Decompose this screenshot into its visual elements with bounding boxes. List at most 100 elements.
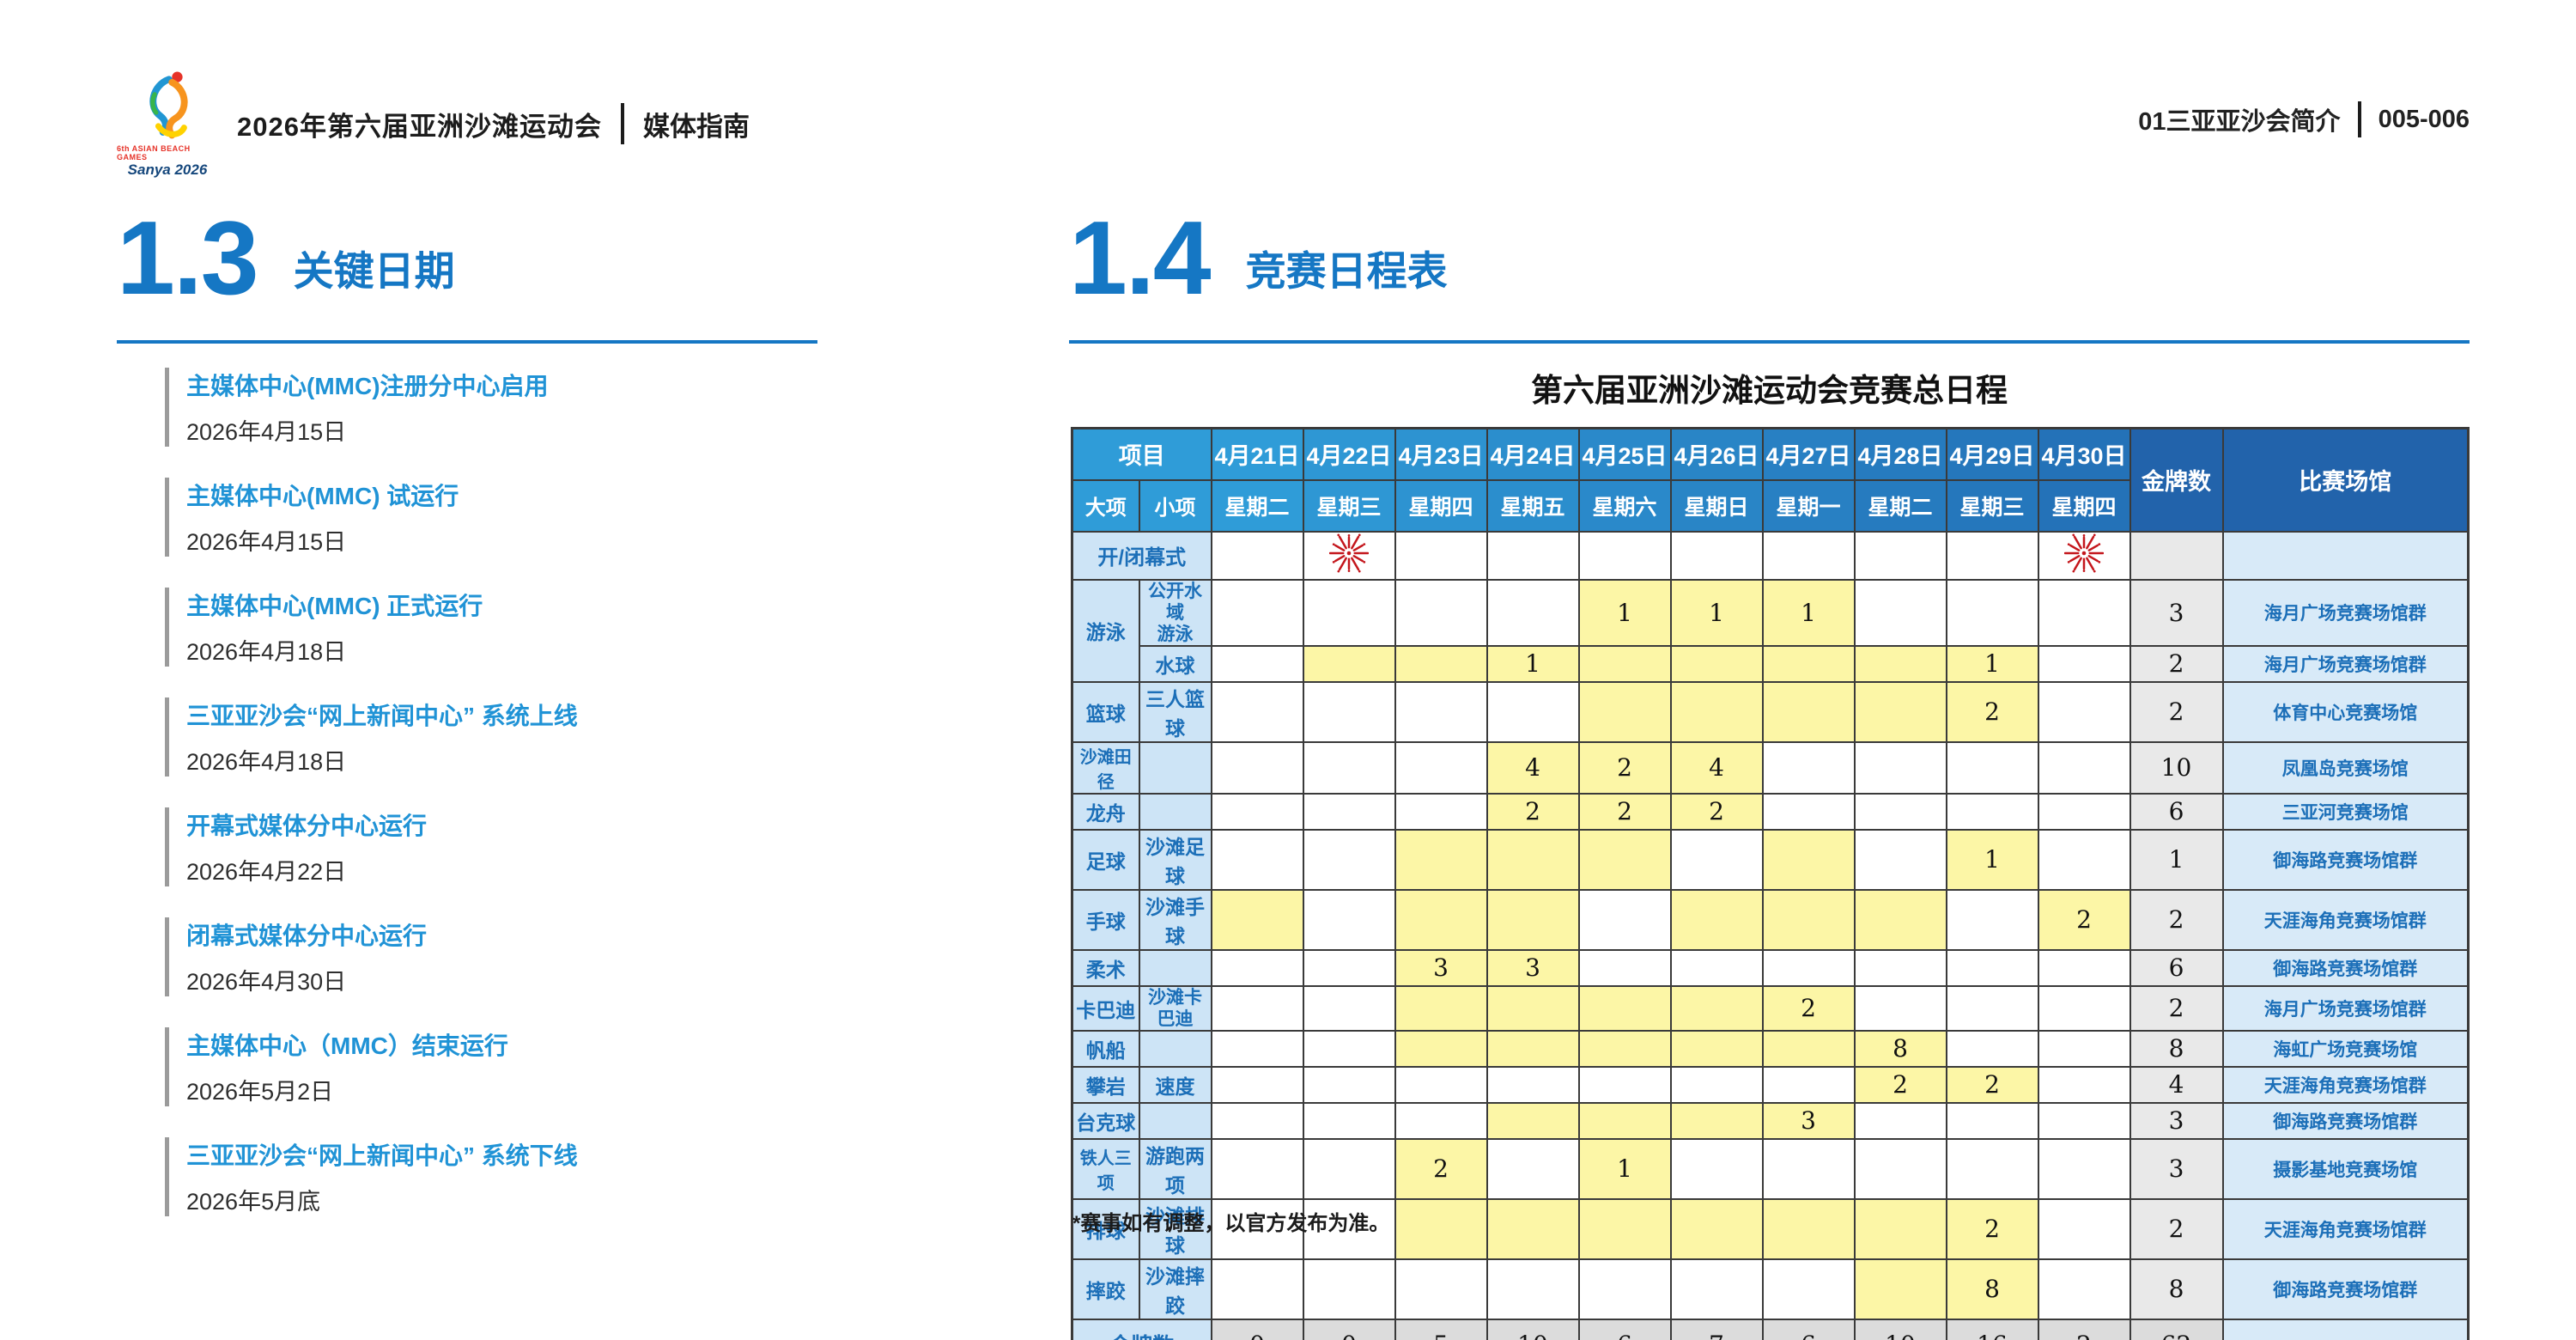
key-date-value: 2026年4月15日 (186, 419, 347, 445)
day-cell (1761, 680, 1856, 743)
day-cell (1853, 680, 1947, 743)
footer-day-total-cell: 10 (1485, 1318, 1580, 1340)
day-cell: 1 (1485, 644, 1580, 683)
day-cell (1577, 1101, 1672, 1140)
header-date: 4月21日 (1210, 427, 1304, 481)
day-cell: 3 (1761, 1101, 1856, 1140)
sport-minor-cell: 沙滩足球 (1138, 828, 1212, 891)
footer-venue-cell (2221, 1318, 2470, 1340)
header-date: 4月24日 (1485, 427, 1580, 481)
venue-cell: 御海路竞赛场馆群 (2221, 948, 2470, 987)
sport-minor-cell (1138, 948, 1212, 987)
sport-minor-cell: 沙滩摔跤 (1138, 1258, 1212, 1320)
page-title: 2026年第六届亚洲沙滩运动会 (237, 111, 602, 142)
day-cell (1394, 1029, 1488, 1068)
header-date: 4月28日 (1853, 427, 1947, 481)
day-cell (1761, 1137, 1856, 1200)
section-1-4-heading: 1.4 竞赛日程表 (1069, 205, 1448, 310)
key-date-item: 闭幕式媒体分中心运行 2026年4月30日 (165, 917, 938, 996)
gold-count-cell: 3 (2129, 1137, 2224, 1200)
day-cell (1210, 792, 1304, 831)
day-cell (2037, 984, 2131, 1032)
day-cell (2037, 530, 2131, 581)
day-cell: 2 (1853, 1065, 1947, 1104)
venue-cell: 御海路竞赛场馆群 (2221, 1258, 2470, 1320)
schedule-footnote: *赛事如有调整，以官方发布为准。 (1072, 1212, 1390, 1235)
header-divider (620, 103, 624, 144)
schedule-table-title: 第六届亚洲沙滩运动会竞赛总日程 (1531, 373, 2008, 408)
gold-count-cell: 4 (2129, 1065, 2224, 1104)
day-cell (1853, 828, 1947, 891)
day-cell: 1 (1761, 578, 1856, 647)
day-cell (2037, 1065, 2131, 1104)
day-cell (1485, 1101, 1580, 1140)
day-cell (1853, 1137, 1947, 1200)
header-venue: 比赛场馆 (2221, 427, 2470, 533)
day-cell: 2 (1761, 984, 1856, 1032)
header-date: 4月30日 (2037, 427, 2131, 481)
day-cell: 2 (1945, 1065, 2039, 1104)
day-cell (1577, 680, 1672, 743)
day-cell (1853, 792, 1947, 831)
footer-day-total-cell: 6 (1577, 1318, 1672, 1340)
sport-minor-cell (1138, 740, 1212, 795)
day-cell (1302, 1137, 1396, 1200)
day-cell (1945, 888, 2039, 951)
day-cell: 8 (1853, 1029, 1947, 1068)
venue-cell: 天涯海角竞赛场馆群 (2221, 1065, 2470, 1104)
sport-major-cell: 帆船 (1071, 1029, 1140, 1068)
day-cell: 2 (2037, 888, 2131, 951)
sport-minor-cell: 游跑两项 (1138, 1137, 1212, 1200)
day-cell (1302, 1101, 1396, 1140)
header-weekday: 星期日 (1669, 478, 1764, 533)
day-cell (1302, 1197, 1396, 1260)
header-weekday: 星期四 (2037, 478, 2131, 533)
fireworks-icon (1327, 533, 1371, 573)
day-cell (1577, 828, 1672, 891)
day-cell (1853, 740, 1947, 795)
day-cell (1210, 740, 1304, 795)
sport-minor-cell: 三人篮球 (1138, 680, 1212, 743)
key-date-label: 开幕式媒体分中心运行 (186, 813, 428, 839)
day-cell (1853, 1197, 1947, 1260)
key-date-value: 2026年4月18日 (186, 639, 347, 665)
gold-count-cell: 3 (2129, 578, 2224, 647)
day-cell (1945, 1029, 2039, 1068)
logo-wordmark: Sanya 2026 (127, 161, 208, 178)
day-cell (1302, 644, 1396, 683)
sport-minor-cell: 沙滩手球 (1138, 888, 1212, 951)
key-date-label: 闭幕式媒体分中心运行 (186, 923, 428, 949)
day-cell (1853, 530, 1947, 581)
header-sport-major: 大项 (1071, 478, 1140, 533)
day-cell (1302, 828, 1396, 891)
page-header: 6th ASIAN BEACH GAMES Sanya 2026 2026年第六… (117, 69, 750, 179)
footer-day-total-cell: 0 (1302, 1318, 1396, 1340)
day-cell (1302, 578, 1396, 647)
chapter-label: 01三亚亚沙会简介 (2138, 108, 2341, 136)
header-date: 4月23日 (1394, 427, 1488, 481)
day-cell (1761, 948, 1856, 987)
sport-minor-cell: 沙滩排球 (1138, 1197, 1212, 1260)
day-cell (1485, 530, 1580, 581)
sport-minor-cell: 沙滩卡巴迪 (1138, 984, 1212, 1032)
venue-cell (2221, 530, 2470, 581)
day-cell: 1 (1669, 578, 1764, 647)
day-cell (2037, 1197, 2131, 1260)
footer-day-total-cell: 10 (1853, 1318, 1947, 1340)
day-cell (1394, 740, 1488, 795)
key-date-value: 2026年5月2日 (186, 1079, 334, 1105)
day-cell (1577, 1065, 1672, 1104)
day-cell: 1 (1945, 828, 2039, 891)
day-cell (1485, 828, 1580, 891)
header-weekday: 星期二 (1210, 478, 1304, 533)
day-cell (1210, 578, 1304, 647)
day-cell: 1 (1577, 578, 1672, 647)
running-head: 01三亚亚沙会简介 005-006 (2138, 101, 2470, 137)
day-cell (1669, 948, 1764, 987)
day-cell (1669, 984, 1764, 1032)
day-cell (1669, 680, 1764, 743)
day-cell (2037, 1029, 2131, 1068)
key-date-value: 2026年4月22日 (186, 859, 347, 885)
footer-day-total-cell: 5 (1394, 1318, 1488, 1340)
day-cell (1302, 888, 1396, 951)
